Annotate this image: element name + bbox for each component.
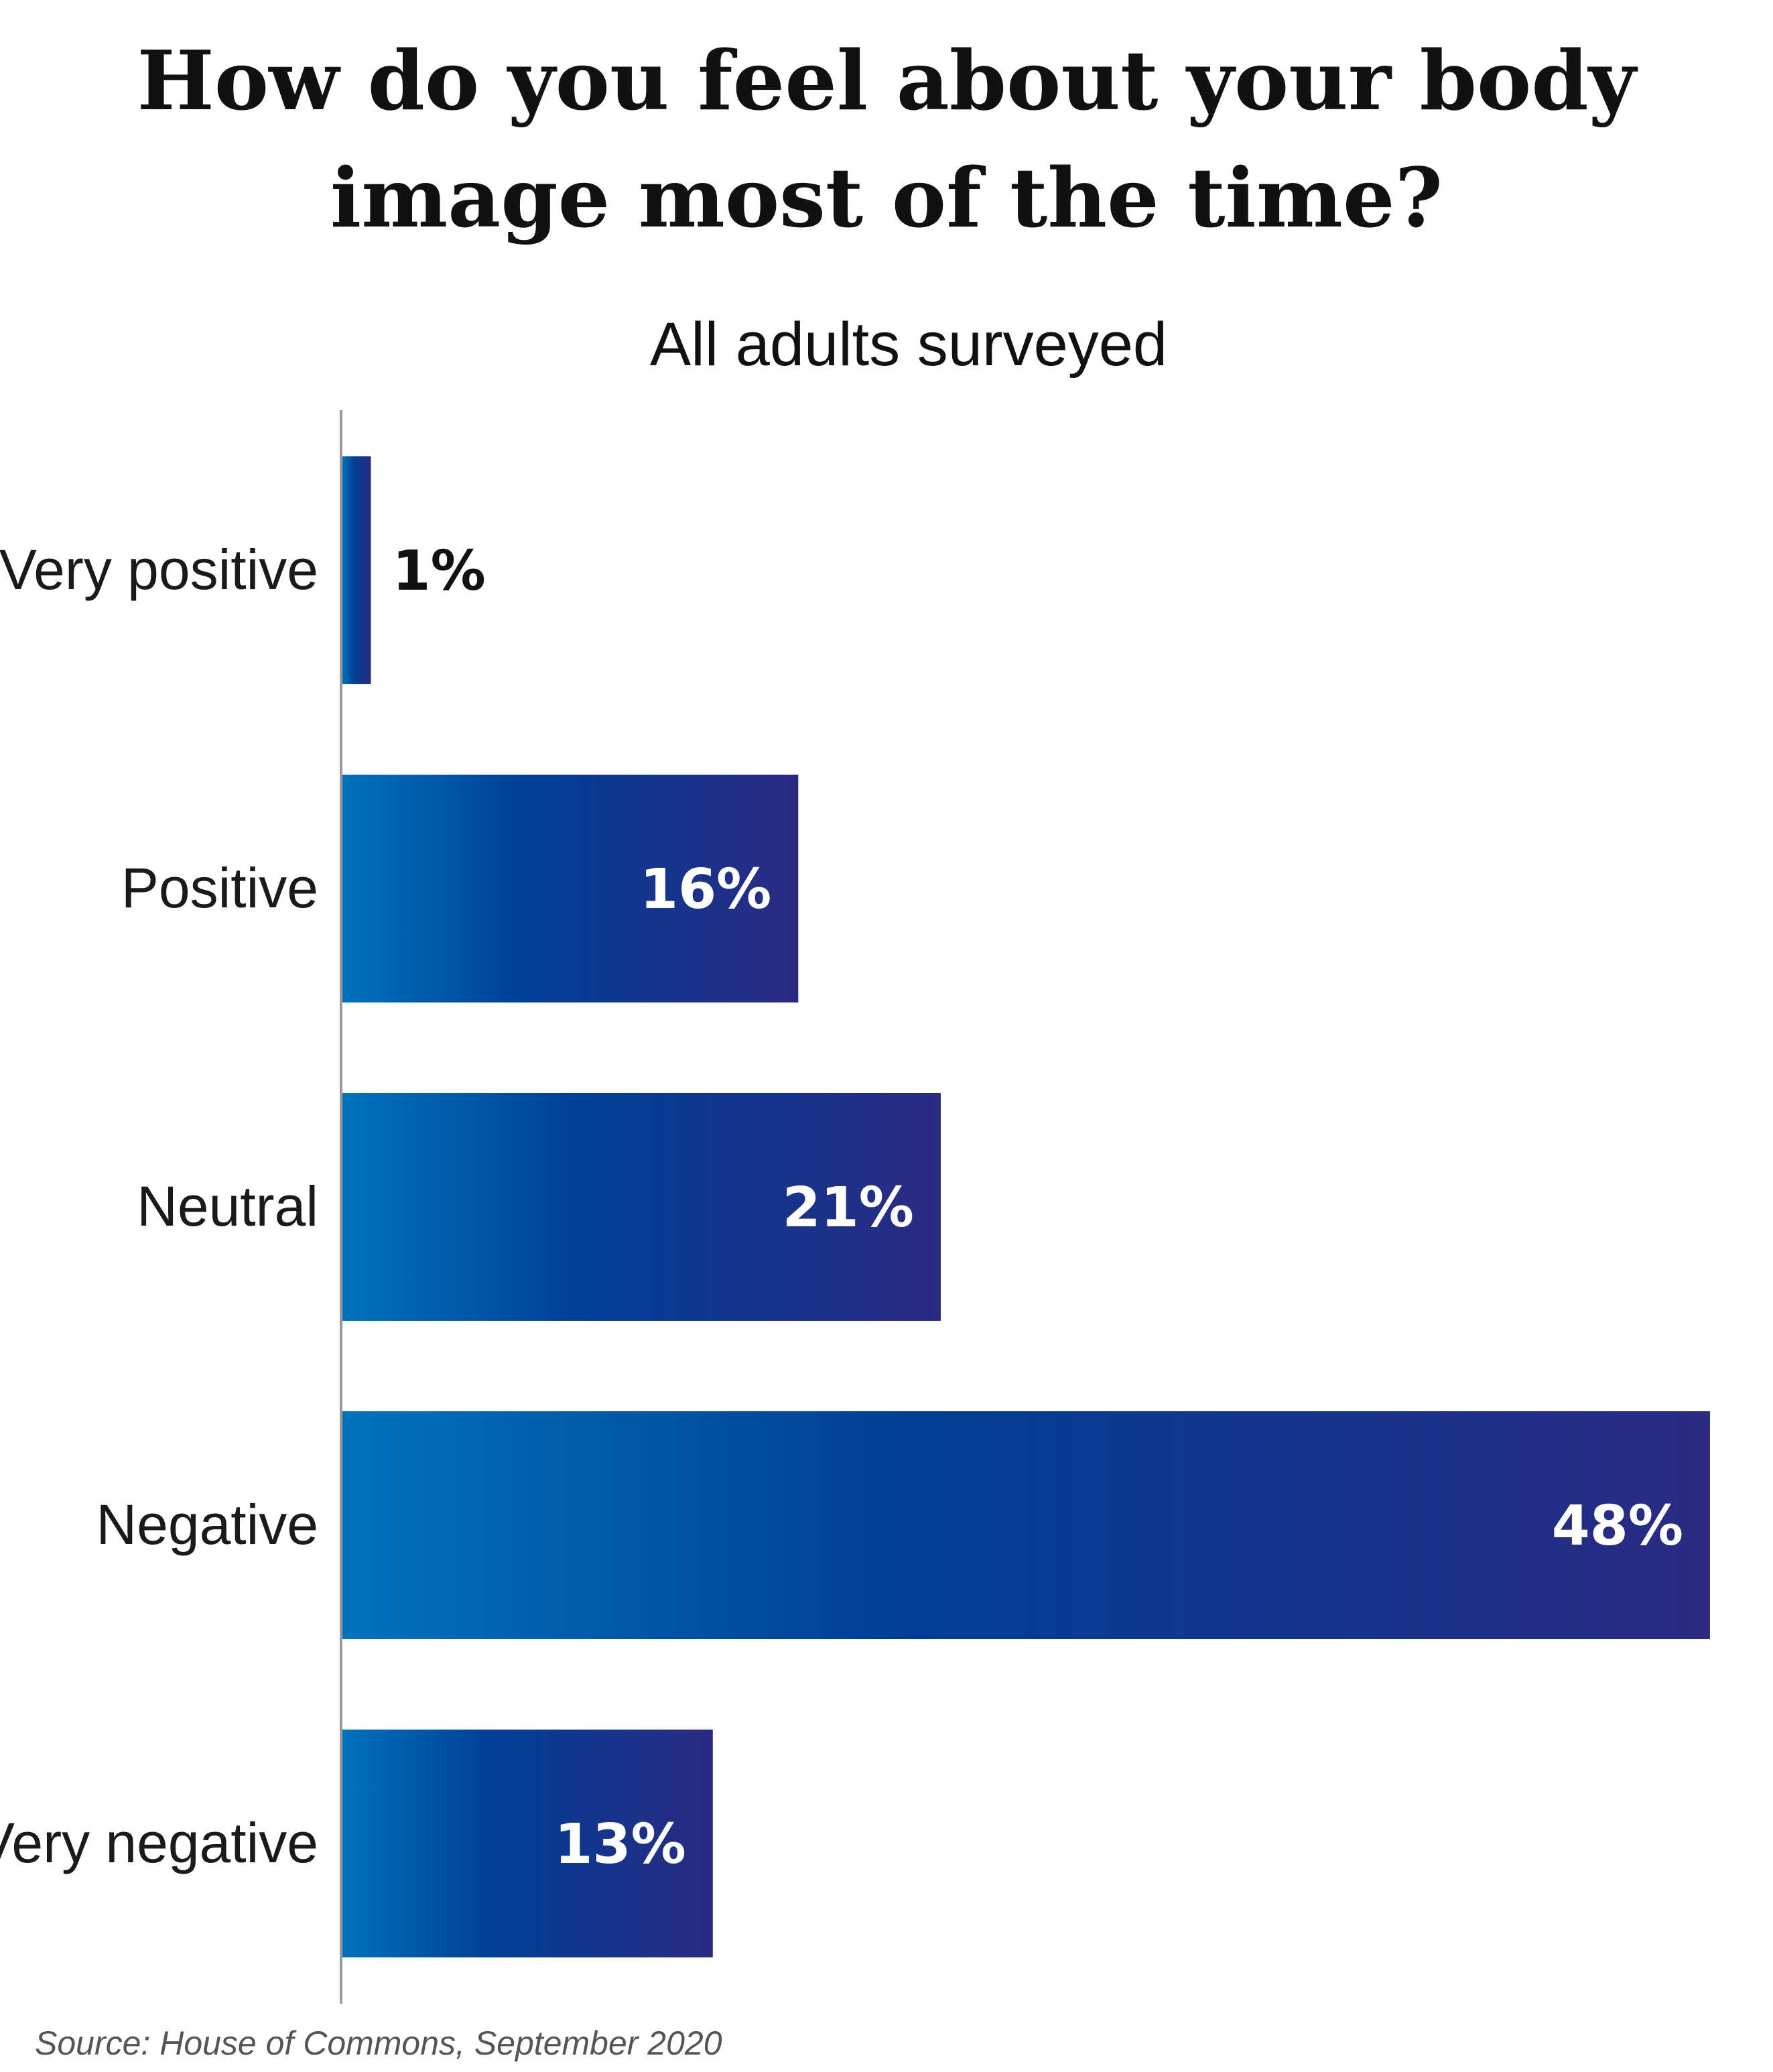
category-label: Positive bbox=[121, 856, 318, 919]
bar-positive bbox=[342, 775, 799, 1002]
value-label: 21% bbox=[783, 1176, 914, 1240]
category-label: Very positive bbox=[0, 538, 318, 601]
value-label: 48% bbox=[1552, 1494, 1683, 1558]
category-label: Neutral bbox=[137, 1175, 318, 1238]
chart-title-line-2: image most of the time? bbox=[330, 149, 1443, 246]
bar-neutral bbox=[342, 1093, 941, 1321]
value-label: 16% bbox=[640, 858, 771, 921]
category-label: Very negative bbox=[0, 1811, 318, 1874]
chart-title-line-1: How do you feel about your body bbox=[137, 32, 1638, 129]
source-note: Source: House of Commons, September 2020 bbox=[35, 2024, 722, 2062]
value-label: 1% bbox=[393, 539, 486, 603]
category-labels-group: Very positive Positive Neutral Negative Very… bbox=[0, 538, 318, 1874]
bars-group bbox=[342, 456, 1710, 1957]
bar-negative bbox=[342, 1411, 1710, 1639]
value-label: 13% bbox=[554, 1813, 685, 1876]
bar-very-positive bbox=[342, 456, 371, 684]
value-labels-group: 1% 16% 21% 48% 13% bbox=[393, 539, 1683, 1876]
category-label: Negative bbox=[96, 1493, 318, 1556]
bar-very-negative bbox=[342, 1730, 713, 1957]
chart-subtitle: All adults surveyed bbox=[650, 310, 1167, 379]
